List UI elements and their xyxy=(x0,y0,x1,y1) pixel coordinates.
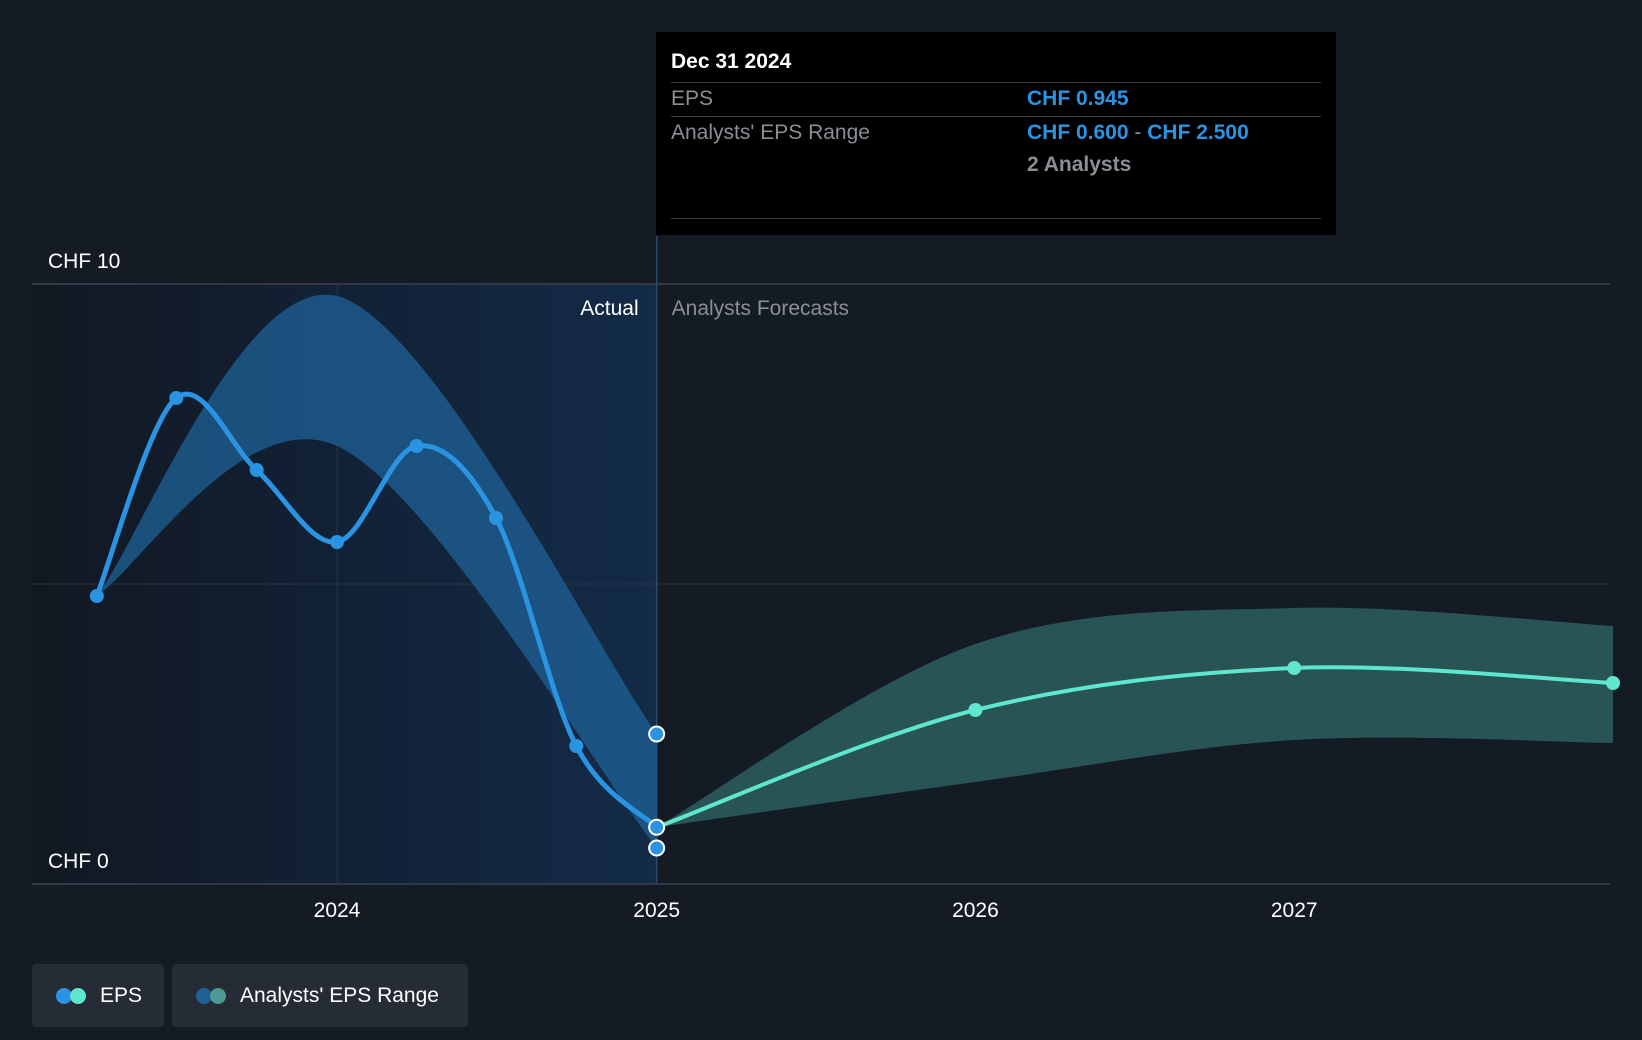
tooltip-range-high: CHF 2.500 xyxy=(1147,121,1249,144)
tooltip-range-label: Analysts' EPS Range xyxy=(671,121,870,144)
tooltip-analyst-count: 2 Analysts xyxy=(1027,153,1132,176)
eps-point-forecast xyxy=(968,703,983,717)
eps-point-actual xyxy=(169,391,184,405)
x-tick-label: 2025 xyxy=(633,899,680,922)
eps-line-forecast xyxy=(654,665,1615,830)
tooltip-divider xyxy=(671,82,1321,83)
eps-point-forecast xyxy=(1287,661,1302,675)
y-tick-label: CHF 0 xyxy=(48,850,109,873)
legend-label-eps: EPS xyxy=(100,983,143,1007)
tooltip-date: Dec 31 2024 xyxy=(671,50,792,73)
hover-marker-eps xyxy=(648,818,666,836)
tooltip-range-separator: - xyxy=(1134,121,1142,144)
eps-point-actual xyxy=(249,463,264,477)
y-tick-label: CHF 10 xyxy=(48,250,120,273)
legend-item-eps-range[interactable]: Analysts' EPS Range xyxy=(172,964,468,1027)
region-label-forecast: Analysts Forecasts xyxy=(672,297,849,320)
legend-label-eps-range: Analysts' EPS Range xyxy=(240,983,439,1007)
tooltip-range-low: CHF 0.600 xyxy=(1027,121,1129,144)
eps-point-actual xyxy=(569,739,584,753)
eps-point-actual xyxy=(330,535,344,549)
tooltip-range-value: CHF 0.600 - CHF 2.500 xyxy=(1027,121,1249,145)
eps-point-actual xyxy=(89,589,104,603)
x-tick-label: 2027 xyxy=(1271,899,1318,922)
legend-item-eps[interactable]: EPS xyxy=(32,964,164,1027)
eps-point-actual xyxy=(488,511,503,525)
x-tick-label: 2024 xyxy=(314,899,361,922)
eps-legend-icon xyxy=(56,987,86,1004)
eps-point-forecast xyxy=(1606,676,1620,690)
tooltip-eps-label: EPS xyxy=(671,87,714,110)
tooltip-divider xyxy=(671,218,1321,219)
eps-range-area-actual xyxy=(96,294,657,848)
tooltip: Dec 31 2024 EPS CHF 0.945 Analysts' EPS … xyxy=(656,32,1336,235)
tooltip-eps-value: CHF 0.945 xyxy=(1027,87,1129,110)
eps-range-area-forecast xyxy=(656,607,1613,828)
region-label-actual: Actual xyxy=(580,297,638,320)
hover-marker-range-low xyxy=(648,839,666,857)
eps-range-legend-icon xyxy=(196,987,226,1004)
tooltip-divider xyxy=(671,116,1321,117)
x-tick-label: 2026 xyxy=(952,899,999,922)
eps-point-actual xyxy=(409,439,424,453)
hover-marker-range-high xyxy=(648,725,666,743)
